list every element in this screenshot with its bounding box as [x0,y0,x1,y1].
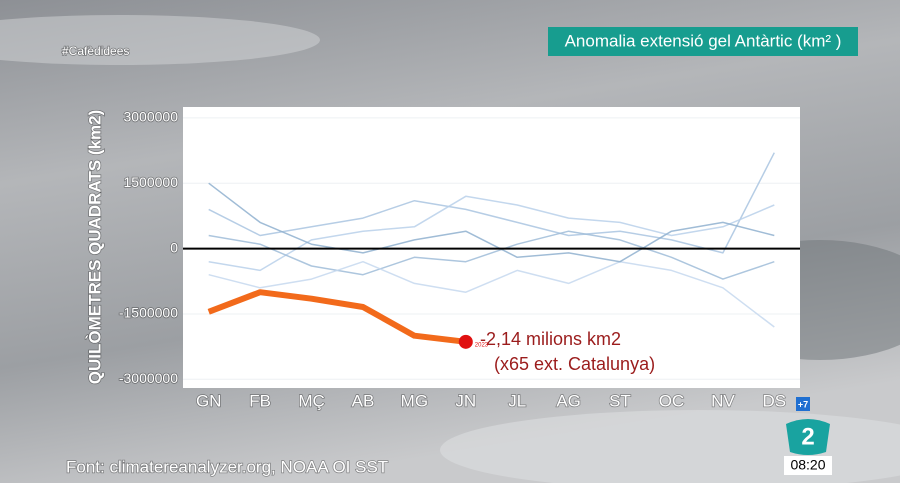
x-tick-label: JN [455,391,476,410]
channel: 2 [801,423,814,450]
title-box [548,27,858,56]
x-tick-label: ST [609,391,631,410]
series-line [208,195,775,272]
x-tick-label: NV [711,391,735,410]
x-tick-label: OC [659,391,685,410]
annotation: (x65 ext. Catalunya) [494,354,655,374]
x-tick-label: AG [556,391,581,410]
series-label: 2023 [475,342,489,348]
end-point [458,334,473,349]
x-tick-label: MÇ [298,391,324,410]
series-line-highlight [207,289,467,345]
badge: +7 [798,399,808,409]
y-tick-label: -1500000 [119,305,178,321]
series-line [208,260,775,328]
x-tick-label: MG [401,391,428,410]
y-tick-label: 3000000 [123,109,178,125]
plot-area [183,107,800,388]
ice-texture [0,15,320,65]
x-tick-label: FB [249,391,271,410]
badge-box [796,397,810,411]
x-tick-label: GN [196,391,222,410]
y-tick-label: 1500000 [123,174,178,190]
source: Font: climatereanalyzer.org, NOAA OI SST [66,457,388,476]
series-line [208,230,775,280]
x-tick-label: JL [508,391,526,410]
y-tick-label: 0 [170,239,178,255]
annotation: -2,14 milions km2 [480,329,621,349]
series-line [208,152,775,254]
channel-logo [786,419,830,455]
y-axis-label: QUILÒMETRES QUADRATS (km2) [85,110,104,385]
y-tick-label: -3000000 [119,370,178,386]
clock: 08:20 [790,457,825,473]
x-tick-label: AB [352,391,375,410]
hashtag: #Cafèdidees [62,44,129,58]
x-tick-label: DS [762,391,786,410]
clock-box [784,456,832,475]
chart-title: Anomalia extensió gel Antàrtic (km² ) [565,31,842,50]
series-line [208,182,775,263]
